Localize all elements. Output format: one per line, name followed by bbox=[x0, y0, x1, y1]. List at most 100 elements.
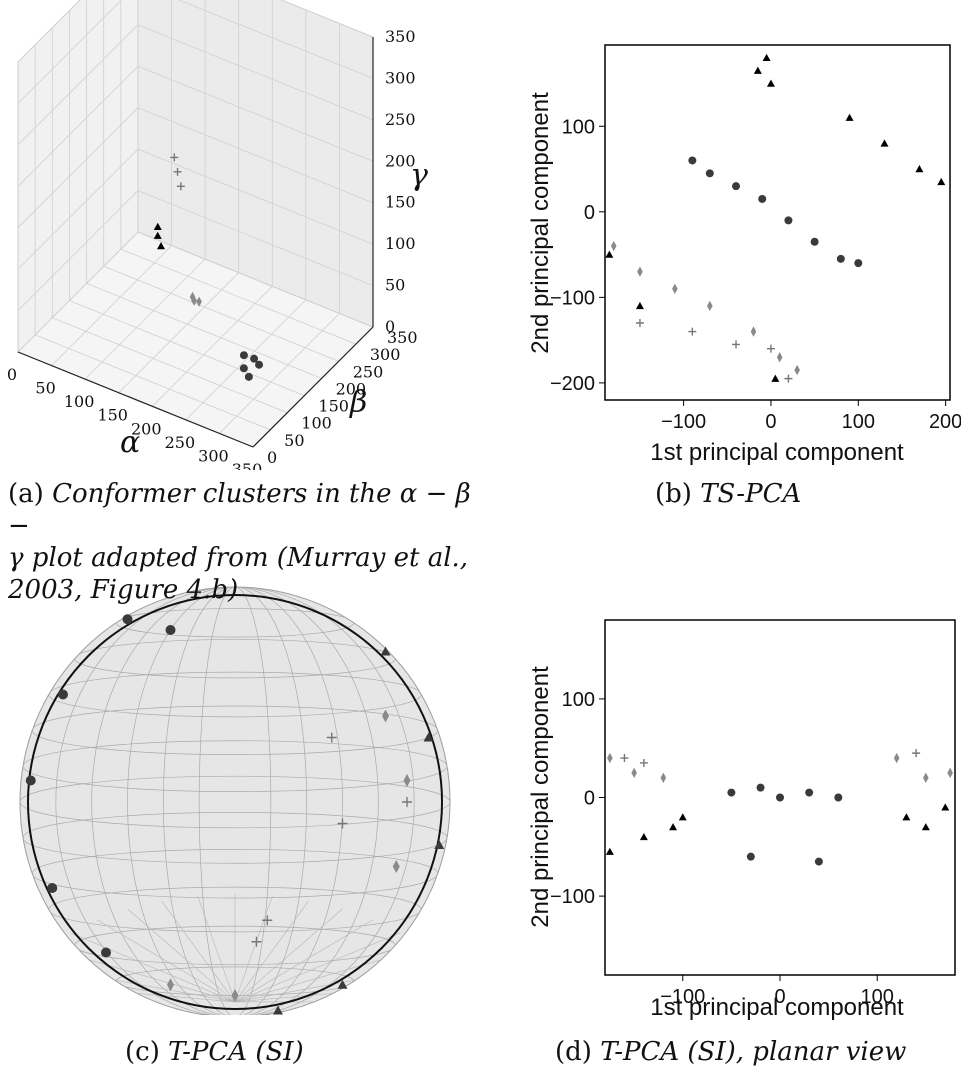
data-point-plus bbox=[173, 167, 182, 176]
data-point-diamond bbox=[231, 989, 239, 1002]
axis-label-beta: β bbox=[349, 385, 367, 420]
grid-line bbox=[137, 107, 374, 204]
data-point-circle bbox=[758, 194, 767, 203]
data-point-diamond bbox=[189, 291, 196, 303]
data-point-triangle bbox=[380, 646, 391, 656]
alpha-axis bbox=[17, 351, 254, 448]
data-point-diamond bbox=[660, 772, 667, 783]
grid-line bbox=[185, 299, 307, 421]
grid-line bbox=[280, 0, 374, 38]
sphere-grid-line bbox=[161, 900, 236, 1003]
data-point-circle bbox=[255, 360, 264, 369]
data-point-triangle bbox=[423, 732, 434, 742]
grid-line bbox=[137, 24, 374, 121]
grid-line bbox=[51, 245, 172, 366]
sphere-grid-line bbox=[20, 775, 450, 829]
sphere-grid-line bbox=[198, 587, 272, 1015]
data-point-plus bbox=[620, 754, 629, 763]
alpha-tick-label: 250 bbox=[165, 433, 196, 452]
data-point-circle bbox=[239, 364, 248, 373]
data-point-diamond bbox=[707, 300, 713, 312]
data-point-diamond bbox=[794, 364, 800, 376]
data-point-plus bbox=[337, 818, 348, 829]
beta-axis bbox=[252, 326, 374, 448]
data-point-circle bbox=[244, 372, 253, 381]
data-point-diamond bbox=[750, 326, 757, 337]
data-point-triangle bbox=[902, 813, 911, 821]
chart-a-3d-scatter: 0501001502002503003500501001502002503003… bbox=[7, 0, 428, 470]
data-point-diamond bbox=[607, 752, 613, 764]
data-point-plus bbox=[170, 153, 179, 162]
grid-line bbox=[177, 0, 374, 79]
gamma-tick-label: 250 bbox=[385, 110, 416, 129]
data-point-circle bbox=[25, 775, 36, 786]
sphere-grid-line bbox=[70, 932, 236, 1003]
data-point-triangle bbox=[921, 823, 930, 831]
grid-line bbox=[69, 300, 305, 396]
data-point-diamond bbox=[382, 709, 389, 723]
sphere-grid-line bbox=[55, 587, 415, 1015]
x-tick-label: −100 bbox=[660, 986, 705, 1008]
grid-line bbox=[17, 0, 81, 63]
chart-b-scatter: −100 0 100 200 −200 −100 0 100 1st principal co… bbox=[527, 44, 961, 466]
grid-line bbox=[17, 24, 139, 146]
data-point-plus bbox=[402, 797, 412, 807]
data-point-circle bbox=[854, 259, 863, 268]
grid-line bbox=[17, 107, 139, 228]
data-point-triangle bbox=[669, 823, 678, 831]
data-point-triangle bbox=[845, 113, 854, 121]
sphere-grid-line bbox=[234, 895, 273, 1003]
caption-a-line2: γ plot adapted from (Murray et al., bbox=[8, 543, 469, 573]
data-point-circle bbox=[836, 254, 845, 263]
sphere-grid-line bbox=[162, 587, 308, 1015]
beta-tick-label: 300 bbox=[370, 345, 401, 364]
data-point-triangle bbox=[880, 139, 889, 147]
gamma-tick-label: 100 bbox=[385, 234, 416, 253]
beta-tick-label: 150 bbox=[318, 397, 349, 416]
y-axis-label: 2nd principal component bbox=[527, 92, 554, 354]
y-tick-label: −200 bbox=[550, 373, 595, 395]
data-point-diamond bbox=[923, 772, 929, 783]
alpha-tick-label: 0 bbox=[7, 365, 17, 384]
caption-c: (c) T-PCA (SI) bbox=[125, 1036, 304, 1068]
sphere-grid-line bbox=[234, 919, 374, 1003]
beta-tick-label: 350 bbox=[387, 328, 418, 347]
data-point-diamond bbox=[631, 767, 637, 779]
sphere-grid-line bbox=[197, 895, 236, 1003]
data-point-circle bbox=[58, 689, 68, 700]
gamma-tick-label: 350 bbox=[385, 27, 416, 46]
y-tick-label: 100 bbox=[562, 689, 595, 711]
data-point-plus bbox=[635, 319, 644, 328]
alpha-tick-label: 300 bbox=[198, 446, 229, 465]
sphere-grid-line bbox=[127, 908, 236, 1003]
caption-a-label: (a) bbox=[8, 479, 44, 509]
y-tick-label: −100 bbox=[550, 287, 595, 309]
caption-b-label: (b) bbox=[655, 479, 692, 509]
alpha-tick-label: 350 bbox=[232, 460, 263, 470]
alpha-tick-label: 200 bbox=[131, 419, 162, 438]
data-point-triangle bbox=[639, 832, 648, 841]
data-point-plus bbox=[326, 732, 337, 743]
data-point-triangle bbox=[605, 847, 614, 855]
sphere-grid-line bbox=[91, 587, 379, 1015]
data-point-circle bbox=[810, 237, 819, 246]
data-point-circle bbox=[727, 788, 736, 797]
gamma-tick-label: 50 bbox=[385, 276, 405, 295]
caption-b: (b) TS-PCA bbox=[655, 478, 801, 510]
x-tick-label: 100 bbox=[842, 411, 875, 433]
data-point-circle bbox=[732, 182, 741, 191]
data-point-plus bbox=[251, 936, 262, 947]
axis-label-alpha: α bbox=[120, 425, 140, 460]
beta-tick-label: 250 bbox=[353, 362, 384, 381]
grid-line bbox=[152, 286, 273, 407]
x-tick-label: −100 bbox=[661, 411, 706, 433]
caption-c-text: T-PCA (SI) bbox=[168, 1037, 304, 1067]
beta-tick-label: 100 bbox=[301, 414, 332, 433]
caption-b-text: TS-PCA bbox=[700, 479, 802, 509]
data-point-triangle bbox=[941, 803, 950, 811]
data-point-plus bbox=[766, 344, 775, 353]
data-point-diamond bbox=[392, 860, 400, 873]
data-point-circle bbox=[746, 852, 755, 861]
data-point-triangle bbox=[337, 979, 348, 989]
chart-d-scatter: −100 0 100 −100 0 100 1st principal component… bbox=[527, 619, 956, 1020]
